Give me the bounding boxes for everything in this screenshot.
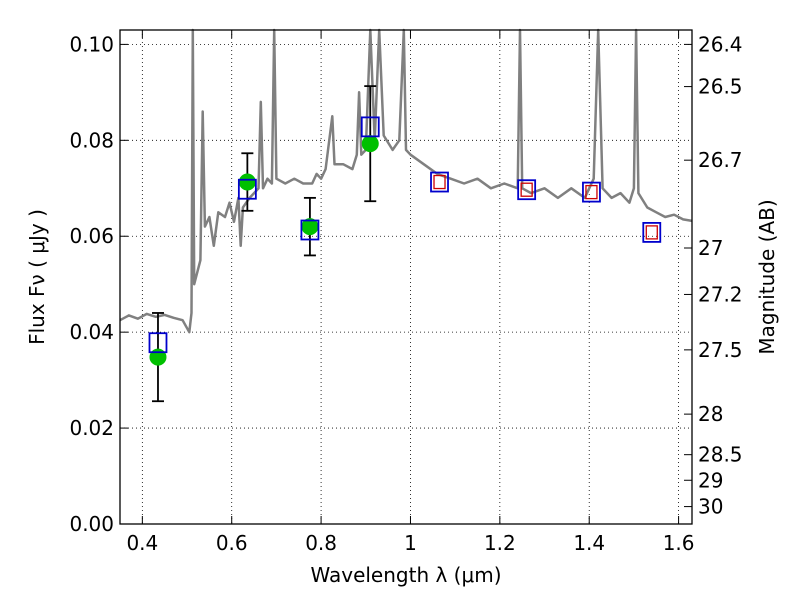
x-tick-label: 1.2 [484, 531, 516, 555]
y-tick-label: 0.00 [69, 512, 114, 536]
model-point-inner [520, 182, 533, 197]
observed-points [149, 135, 379, 366]
magnitude-tick-label: 28.5 [698, 443, 743, 467]
x-tick-label: 1 [404, 531, 417, 555]
error-bars [151, 85, 377, 403]
x-tick-label: 0.4 [126, 531, 158, 555]
model-point [148, 332, 168, 354]
model-points [148, 116, 662, 354]
model-point [582, 181, 601, 203]
model-point [360, 116, 380, 138]
x-axis-ticks: 0.4 0.6 0.8 1 1.2 1.4 1.6 [126, 30, 695, 555]
x-tick-label: 1.6 [663, 531, 695, 555]
model-point [517, 179, 537, 201]
magnitude-axis-label: Magnitude (AB) [755, 199, 779, 354]
observed-point [238, 173, 256, 191]
observed-point [361, 135, 379, 153]
model-point [237, 178, 257, 200]
y-axis-label: Flux Fν ( μJy ) [25, 209, 49, 345]
magnitude-tick-label: 27.2 [698, 282, 743, 306]
model-point [642, 221, 662, 243]
magnitude-tick-label: 26.5 [698, 75, 743, 99]
model-point [300, 219, 320, 241]
magnitude-axis-ticks: 26.4 26.5 26.7 27 27.2 27.5 28 28.529 30 [684, 32, 743, 519]
spectrum-line [119, 28, 693, 334]
magnitude-tick-label: 27 [698, 236, 723, 260]
magnitude-tick-label: 29 [698, 468, 723, 492]
y-axis-ticks: 0.00 0.02 0.04 0.06 0.08 0.10 [69, 32, 128, 536]
x-tick-label: 0.6 [216, 531, 248, 555]
model-point-inner [433, 174, 446, 190]
model-point-inner [585, 184, 598, 200]
x-tick-label: 1.4 [573, 531, 605, 555]
magnitude-tick-label: 26.4 [698, 32, 743, 56]
magnitude-tick-label: 26.7 [698, 148, 743, 172]
magnitude-tick-label: 28 [698, 402, 723, 426]
plot-frame [119, 29, 693, 525]
y-tick-label: 0.04 [69, 320, 114, 344]
magnitude-tick-label: 30 [698, 495, 723, 519]
y-tick-label: 0.08 [69, 128, 114, 152]
y-tick-label: 0.10 [69, 32, 114, 56]
model-point [430, 171, 449, 193]
x-tick-label: 0.8 [305, 531, 337, 555]
x-axis-label: Wavelength λ (μm) [310, 563, 501, 587]
model-point-inner [645, 225, 658, 240]
magnitude-tick-label: 27.5 [698, 338, 743, 362]
y-tick-label: 0.06 [69, 224, 114, 248]
y-tick-label: 0.02 [69, 416, 114, 440]
spectrum-series [119, 28, 693, 334]
